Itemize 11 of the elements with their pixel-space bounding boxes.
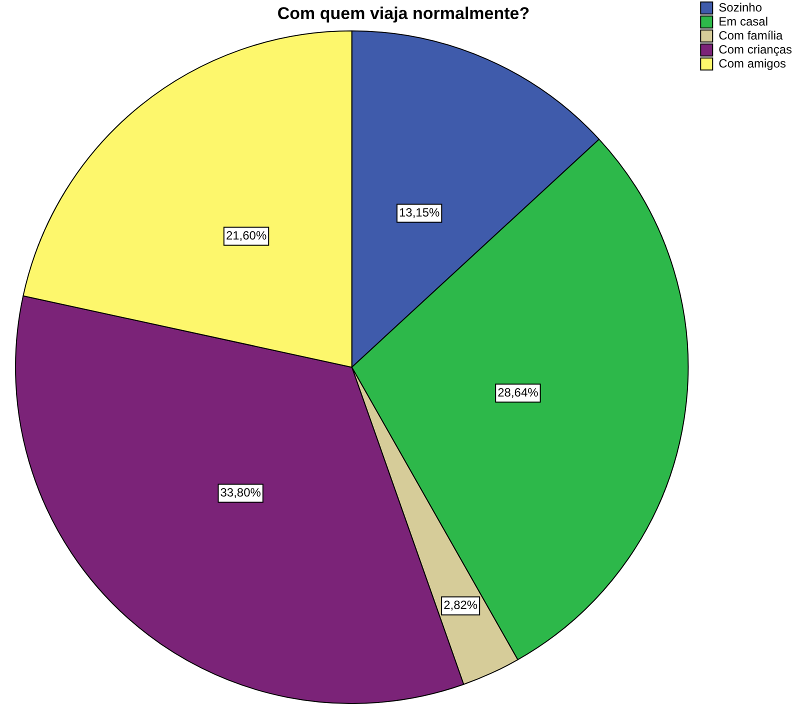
legend-label: Com crianças: [718, 42, 792, 56]
chart-title: Com quem viaja normalmente?: [277, 4, 530, 23]
data-label: 28,64%: [498, 385, 539, 400]
data-label: 21,60%: [226, 228, 267, 243]
legend-label: Com amigos: [718, 56, 786, 70]
legend-label: Com família: [718, 28, 783, 42]
data-label: 2,82%: [444, 598, 478, 612]
data-label: 33,80%: [220, 486, 262, 500]
legend-label: Sozinho: [718, 0, 762, 14]
data-label: 13,15%: [398, 206, 440, 220]
legend-label: Em casal: [718, 14, 768, 28]
